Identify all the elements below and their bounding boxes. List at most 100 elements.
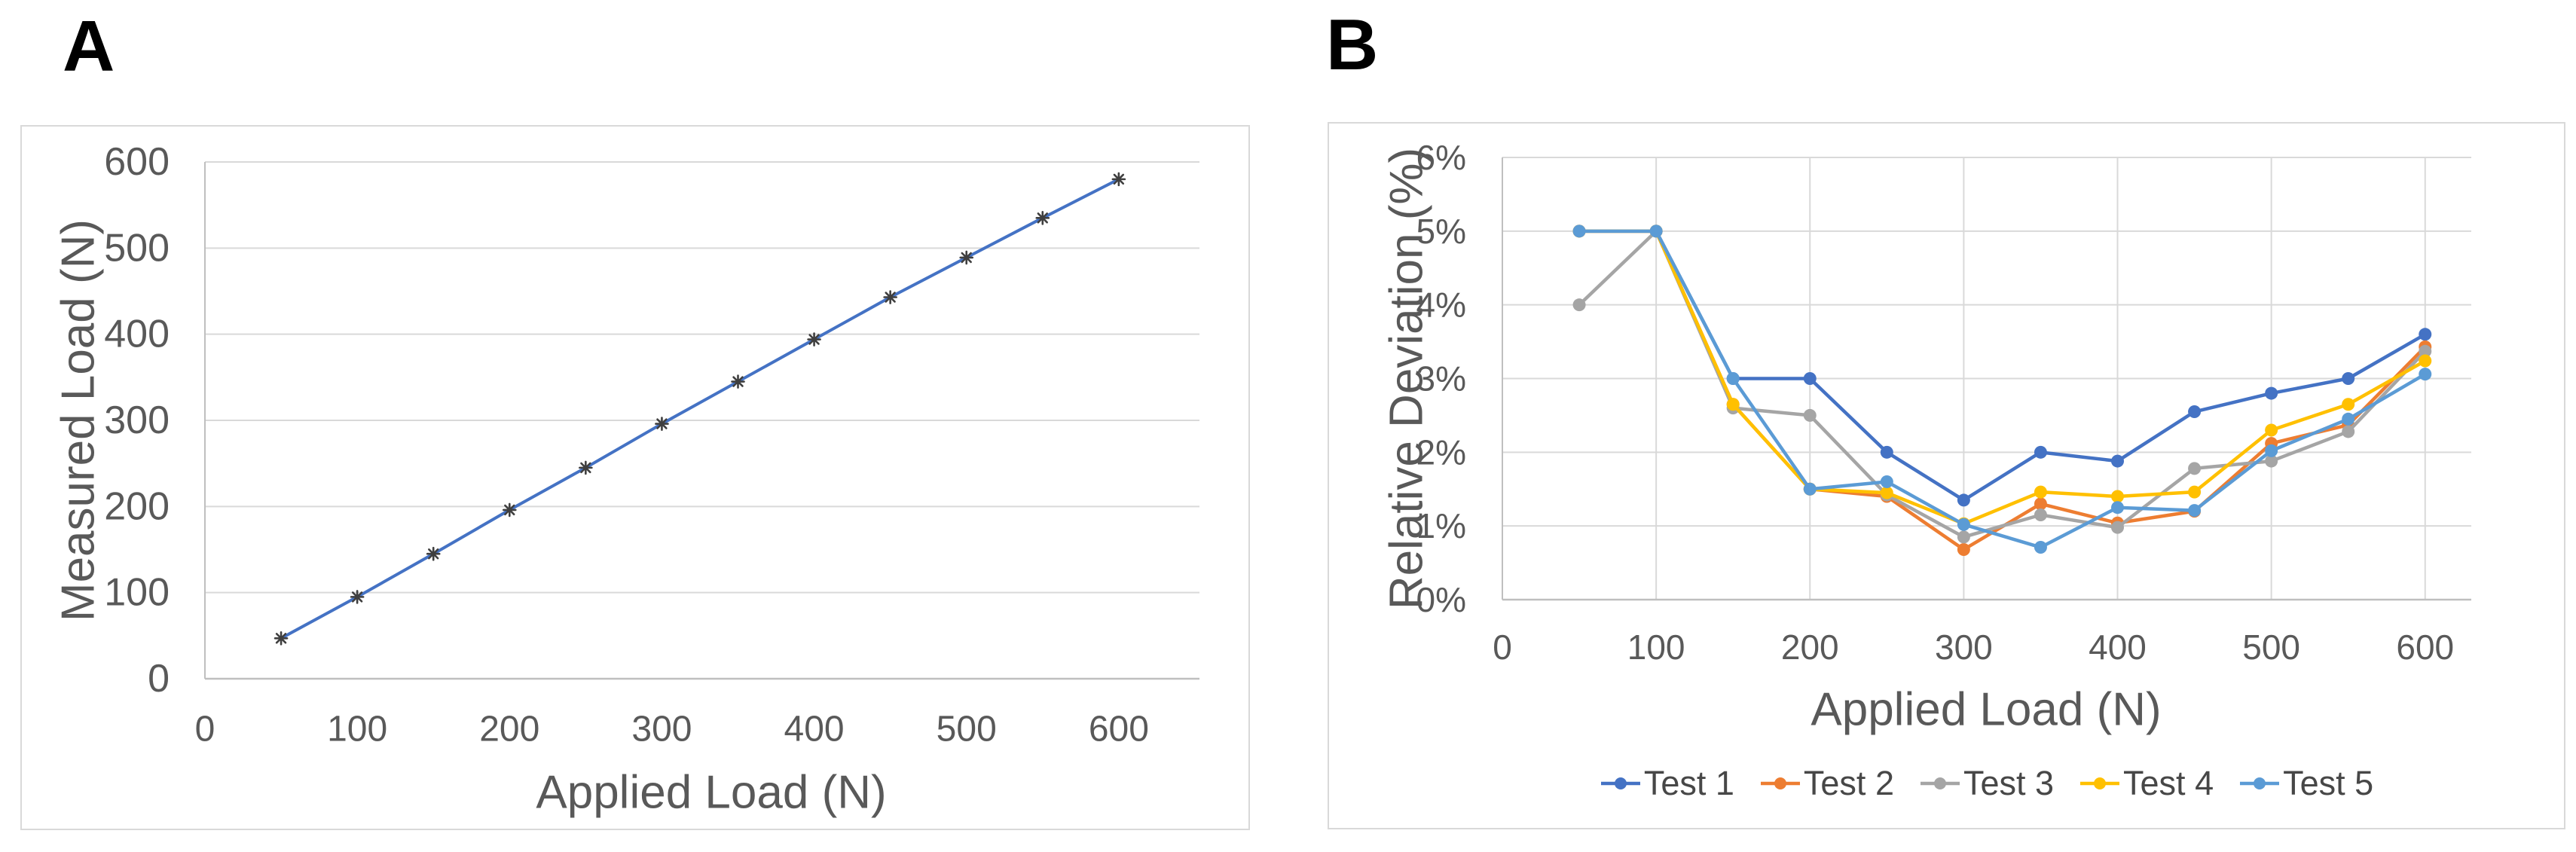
data-point-marker [883,290,897,304]
x-tick-label: 200 [1781,628,1839,667]
data-point-marker [2265,423,2278,437]
legend-marker-icon [1920,777,1960,789]
y-tick-label: 500 [104,226,170,270]
data-point-marker [2188,405,2202,419]
y-tick-label: 400 [104,313,170,356]
legend-marker-icon [1760,777,1800,789]
data-point-marker [1957,493,1970,507]
x-tick-label: 200 [479,710,539,750]
data-point-marker [1957,518,1970,531]
legend-label: Test 3 [1963,764,2055,802]
data-point-marker [1572,224,1586,238]
data-point-marker [807,332,821,347]
data-point-marker [2034,445,2047,459]
series-line-measured-load [280,177,1120,640]
chart-legend: Test 1 Test 2 Test 3 Test 4 Test 5 [1502,764,2471,803]
legend-label: Test 2 [1803,764,1894,802]
y-tick-label: 3% [1416,359,1466,399]
x-tick-label: 100 [1627,628,1685,667]
data-point-marker [2265,454,2278,468]
y-tick-label: 0 [148,657,170,701]
legend-marker-icon [1600,777,1640,789]
chart-panel-a: 0 100 200 300 400 500 600 0 100 200 300 400 500 600 Ap… [20,125,1250,830]
data-point-marker [1572,298,1586,312]
data-point-marker [1957,542,1970,556]
x-tick-label: 0 [1493,628,1512,667]
data-point-marker [2188,462,2202,475]
x-tick-label: 400 [784,710,845,750]
legend-label: Test 1 [1643,764,1734,802]
data-point-marker [2188,485,2202,499]
data-point-marker [426,546,441,561]
legend-item-test-5: Test 5 [2239,764,2373,803]
panel-label-a: A [63,6,115,87]
y-tick-label: 4% [1416,286,1466,325]
x-tick-label: 600 [2396,628,2454,667]
series-line-test-3 [1577,229,2428,539]
legend-dot [2254,777,2266,789]
data-point-marker [2188,504,2202,518]
data-point-marker [2111,501,2125,515]
data-point-marker [1803,482,1817,496]
data-point-marker [2034,485,2047,499]
legend-label: Test 5 [2283,764,2374,802]
y-tick-label: 0% [1416,580,1466,619]
legend-item-test-4: Test 4 [2079,764,2214,803]
data-point-marker [1726,372,1740,385]
legend-dot [1774,777,1786,789]
y-tick-label: 200 [104,484,170,528]
data-point-marker [2342,425,2355,438]
data-point-marker [1649,224,1663,238]
x-tick-label: 400 [2089,628,2147,667]
y-axis-title: Measured Load (N) [53,219,105,621]
series-line-test-5 [1577,229,2428,549]
legend-item-test-3: Test 3 [1920,764,2054,803]
panel-label-b: B [1326,5,1379,85]
data-point-marker [2419,344,2432,358]
legend-dot [1933,777,1946,789]
y-tick-label: 5% [1416,212,1466,251]
data-point-marker [1957,530,1970,544]
data-point-marker [2111,521,2125,534]
data-point-marker [2419,354,2432,368]
data-point-marker [2265,386,2278,400]
chart-svg-panel-a: 0 100 200 300 400 500 600 0 100 200 300 400 500 600 Ap… [53,140,1199,819]
data-point-marker [1803,408,1817,422]
x-tick-label: 0 [195,710,215,750]
series-line-test-2 [1577,229,2428,551]
data-point-marker [731,374,745,389]
legend-marker-icon [2080,777,2120,789]
y-tick-label: 600 [104,140,170,184]
data-point-marker [273,631,289,646]
y-tick-label: 300 [104,399,170,442]
data-point-marker [2034,497,2047,511]
data-point-marker [2034,541,2047,554]
data-point-marker [1880,475,1893,488]
y-axis-title: Relative Deviation (%) [1381,148,1433,609]
data-point-marker [502,502,517,518]
data-point-marker [2034,508,2047,521]
y-tick-label: 2% [1416,432,1466,472]
x-tick-label: 500 [937,710,997,750]
x-axis-title: Applied Load (N) [1811,684,2161,736]
data-point-marker [2342,372,2355,385]
data-point-marker [1111,172,1126,187]
data-point-marker [2419,368,2432,381]
data-point-marker [959,250,974,265]
y-tick-label: 100 [104,571,170,615]
legend-marker-icon [2240,777,2280,789]
legend-item-test-2: Test 2 [1760,764,1894,803]
y-tick-label: 6% [1416,138,1466,177]
x-axis-title: Applied Load (N) [536,767,886,819]
legend-item-test-1: Test 1 [1600,764,1734,803]
data-point-marker [1880,486,1893,499]
chart-svg-panel-b: 0% 1% 2% 3% 4% 5% 6% 0 100 200 300 400 500 600 Applied… [1381,138,2471,736]
data-point-marker [655,417,669,431]
data-point-marker [2265,444,2278,457]
data-point-marker [579,460,593,475]
legend-dot [1614,777,1627,789]
chart-panel-b: 0% 1% 2% 3% 4% 5% 6% 0 100 200 300 400 500 600 Applied… [1328,122,2565,829]
legend-dot [2094,777,2107,789]
data-point-marker [2111,454,2125,468]
data-point-marker [1803,372,1817,385]
